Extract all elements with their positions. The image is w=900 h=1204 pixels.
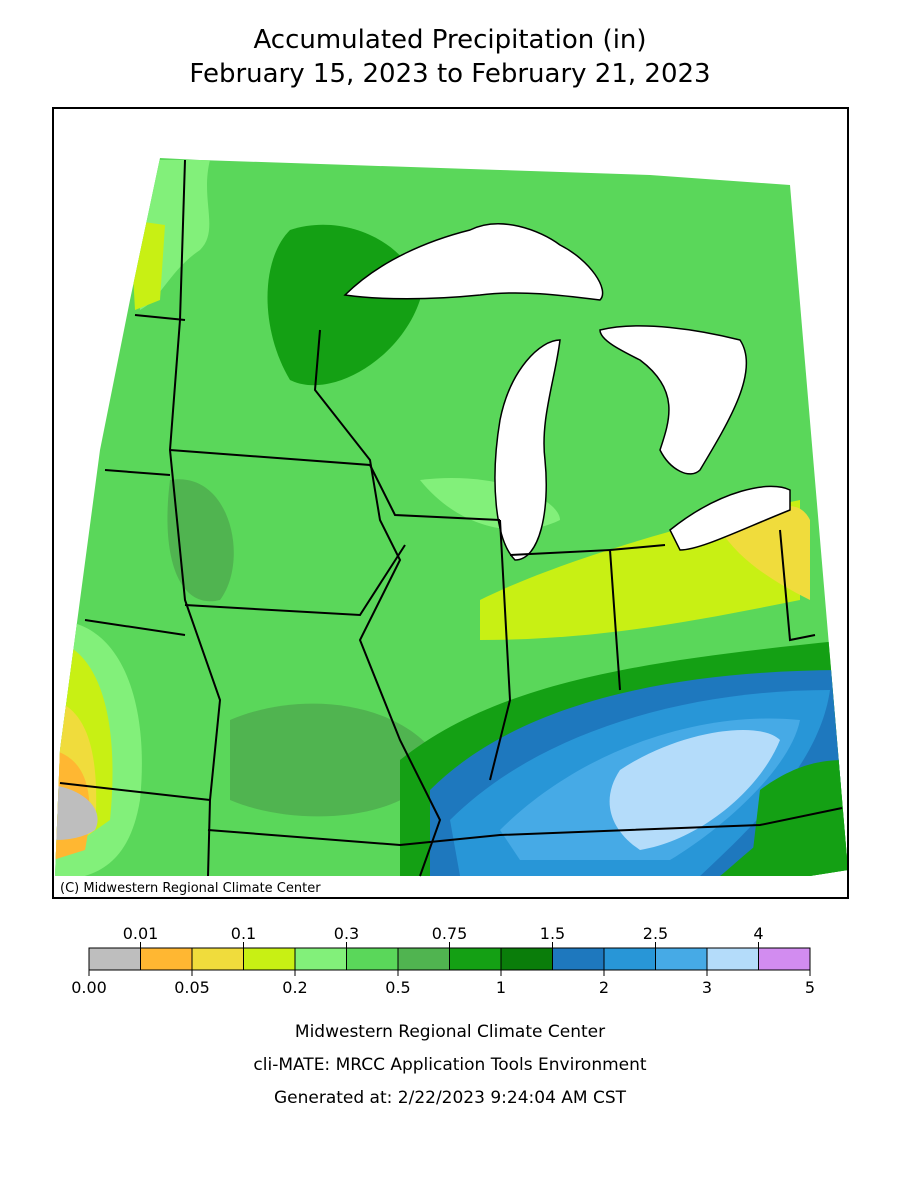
legend-label: 1.5	[540, 924, 565, 943]
legend-label: 4	[753, 924, 763, 943]
map-credit: (C) Midwestern Regional Climate Center	[60, 881, 321, 896]
legend-label: 0.1	[231, 924, 256, 943]
legend-label: 0.5	[385, 978, 410, 997]
legend-swatch	[346, 947, 399, 971]
legend-swatch	[552, 947, 605, 971]
subtitle: February 15, 2023 to February 21, 2023	[189, 59, 710, 89]
legend-label: 1	[496, 978, 506, 997]
legend-label: 0.05	[174, 978, 210, 997]
map: (C) Midwestern Regional Climate Center	[52, 107, 849, 899]
legend-label: 0.01	[123, 924, 159, 943]
legend-swatch	[449, 947, 502, 971]
legend-label: 5	[805, 978, 815, 997]
legend-swatch	[191, 947, 244, 971]
legend-label: 0.00	[71, 978, 107, 997]
legend-swatch	[706, 947, 759, 971]
legend-swatch	[655, 947, 708, 971]
legend-label: 0.3	[334, 924, 359, 943]
legend-label: 3	[702, 978, 712, 997]
legend-label: 2	[599, 978, 609, 997]
legend-swatch	[603, 947, 656, 971]
legend-label: 2.5	[643, 924, 668, 943]
legend-swatch	[243, 947, 296, 971]
legend-swatch	[500, 947, 553, 971]
legend: 0.00 0.01 0.05 0.1 0.2 0.3 0.5 0.75 1 1.5 2 2.5 3 4 5	[71, 924, 815, 997]
legend-swatch	[758, 947, 811, 971]
legend-swatch	[397, 947, 450, 971]
footer-line: cli-MATE: MRCC Application Tools Environ…	[253, 1055, 646, 1075]
legend-swatch	[294, 947, 347, 971]
legend-swatch	[140, 947, 193, 971]
footer-line: Generated at: 2/22/2023 9:24:04 AM CST	[274, 1088, 627, 1108]
footer: Midwestern Regional Climate Center cli-MA…	[253, 1022, 646, 1108]
legend-swatch	[88, 947, 141, 971]
legend-label: 0.75	[432, 924, 468, 943]
title: Accumulated Precipitation (in)	[253, 25, 646, 55]
footer-line: Midwestern Regional Climate Center	[295, 1022, 605, 1042]
legend-label: 0.2	[282, 978, 307, 997]
